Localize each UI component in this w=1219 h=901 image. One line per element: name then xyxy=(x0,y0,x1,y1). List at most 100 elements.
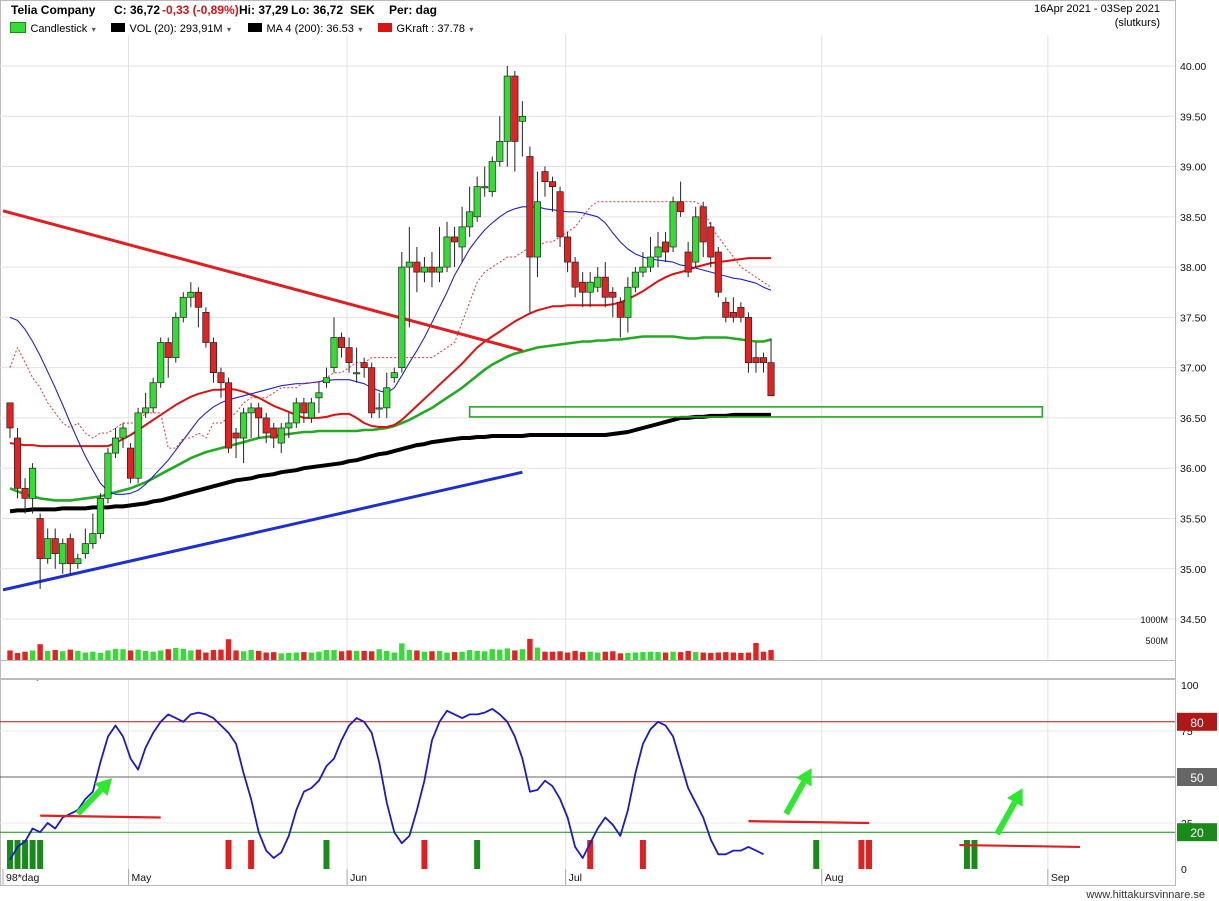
candle xyxy=(759,352,768,373)
volume-bar xyxy=(587,651,593,660)
volume-bar xyxy=(670,651,676,660)
candle xyxy=(435,226,444,283)
candle xyxy=(631,267,639,293)
level-badge-50 xyxy=(1177,768,1217,786)
candle-body xyxy=(503,75,511,142)
candle-body xyxy=(240,412,248,439)
volume-bar xyxy=(75,650,81,660)
volume-bar xyxy=(135,649,141,660)
candle xyxy=(526,146,534,313)
volume-bar xyxy=(655,652,661,660)
candle xyxy=(353,347,361,383)
dropdown-arrow-icon[interactable]: ▾ xyxy=(91,25,96,34)
up-arrow-icon xyxy=(994,788,1023,836)
candle xyxy=(466,186,474,237)
legend-volume[interactable]: VOL (20): 293,91M ▾ xyxy=(111,19,231,37)
high-value: Hi: 37,29 xyxy=(239,3,289,17)
candle xyxy=(646,236,655,273)
candle xyxy=(345,337,353,373)
price-tick-label: 36.00 xyxy=(1180,463,1206,475)
volume-bar xyxy=(240,651,247,660)
ma-line-ma-blue xyxy=(9,206,772,495)
candle-body xyxy=(13,437,22,489)
legend-swatch xyxy=(10,22,26,34)
month-tick-label: Jun xyxy=(350,872,367,884)
oscillator-header-frame xyxy=(0,660,1176,679)
volume-bar xyxy=(557,651,563,660)
candle xyxy=(217,367,225,398)
candle-body xyxy=(473,186,481,218)
pdiv-bar xyxy=(963,840,970,869)
candle-body xyxy=(481,186,489,189)
candle-body xyxy=(443,236,451,268)
ndiv-bar xyxy=(865,840,872,869)
candle-body xyxy=(142,407,150,414)
volume-bar xyxy=(542,651,548,660)
legend-candlestick[interactable]: Candlestick ▾ xyxy=(10,19,96,37)
volume-bar xyxy=(414,650,420,660)
candle-body xyxy=(564,236,572,263)
candle-body xyxy=(322,377,331,384)
up-arrow-icon xyxy=(75,778,113,816)
price-tick-label: 39.00 xyxy=(1180,162,1206,174)
volume-bar xyxy=(429,651,435,660)
candle xyxy=(6,402,14,439)
candle-body xyxy=(232,432,240,439)
volume-bar xyxy=(474,650,480,660)
volume-bar xyxy=(753,642,759,660)
candle-body xyxy=(262,417,270,434)
candle xyxy=(36,513,44,589)
volume-bar xyxy=(632,652,639,660)
legend-ma200[interactable]: MA 4 (200): 36.53 ▾ xyxy=(248,19,362,37)
candle xyxy=(375,392,383,418)
dropdown-arrow-icon[interactable]: ▾ xyxy=(358,25,363,34)
dropdown-arrow-icon[interactable]: ▾ xyxy=(469,25,474,34)
pdiv-bar xyxy=(971,840,978,869)
volume-bar xyxy=(466,650,473,660)
volume-bar xyxy=(353,650,360,660)
pdiv-bar xyxy=(37,840,44,869)
candle xyxy=(729,297,737,323)
volume-bar xyxy=(158,650,164,660)
volume-bar xyxy=(497,649,503,660)
candle xyxy=(307,397,315,423)
candle xyxy=(142,392,150,418)
candle-body xyxy=(172,317,180,358)
pdiv-bar xyxy=(813,840,820,869)
candle xyxy=(624,277,632,333)
volume-bar xyxy=(233,650,239,660)
candle-body xyxy=(111,437,120,454)
candle-body xyxy=(571,261,579,288)
support-trendline xyxy=(2,470,523,592)
candle-body xyxy=(594,276,602,288)
candle xyxy=(383,372,391,418)
volume-bar xyxy=(120,649,126,660)
volume-bar xyxy=(662,652,669,660)
candle xyxy=(232,427,240,459)
candle-body xyxy=(722,301,730,318)
dropdown-arrow-icon[interactable]: ▾ xyxy=(227,25,232,34)
candle-body xyxy=(616,301,624,318)
resistance-trendline xyxy=(2,209,523,353)
candle-body xyxy=(707,226,715,258)
legend-gkraft[interactable]: GKraft : 37.78 ▾ xyxy=(378,19,473,37)
candle-body xyxy=(51,538,59,555)
legend-swatch xyxy=(248,23,262,33)
arrow-shaft xyxy=(783,780,807,816)
volume-bar xyxy=(150,651,156,660)
volume-bar xyxy=(451,652,458,660)
candle xyxy=(405,226,413,328)
volume-bar xyxy=(225,639,232,660)
candle-body xyxy=(714,251,722,293)
candle xyxy=(13,427,22,499)
candle xyxy=(149,377,157,413)
candle xyxy=(744,312,752,373)
candle-body xyxy=(609,291,617,298)
candle xyxy=(21,478,29,514)
candle xyxy=(684,241,692,278)
candle-body xyxy=(66,538,74,565)
volume-bar xyxy=(44,650,51,660)
volume-bar xyxy=(60,651,66,660)
price-tick-label: 38.50 xyxy=(1180,212,1206,224)
ndiv-bar xyxy=(248,840,255,869)
